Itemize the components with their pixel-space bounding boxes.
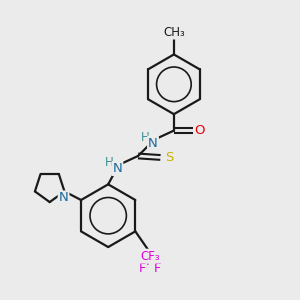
Text: CF₃: CF₃ bbox=[140, 250, 160, 263]
Text: S: S bbox=[165, 151, 173, 164]
Text: CH₃: CH₃ bbox=[163, 26, 185, 38]
Text: H: H bbox=[105, 156, 114, 169]
Text: F: F bbox=[154, 262, 161, 275]
Text: N: N bbox=[148, 136, 158, 150]
Text: N: N bbox=[59, 191, 68, 204]
Text: H: H bbox=[140, 131, 149, 144]
Text: O: O bbox=[195, 124, 205, 137]
Text: F: F bbox=[146, 255, 153, 268]
Text: N: N bbox=[112, 162, 122, 175]
Text: F: F bbox=[139, 262, 146, 275]
